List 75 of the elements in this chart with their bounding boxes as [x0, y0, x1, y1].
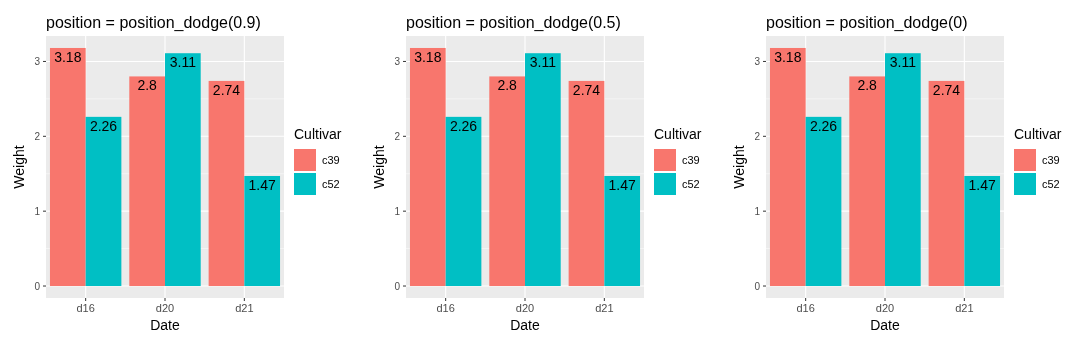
bar: [849, 76, 885, 287]
bar: [568, 80, 605, 287]
data-label: 1.47: [608, 176, 637, 193]
bar: [769, 47, 806, 287]
data-label: 2.74: [932, 81, 961, 98]
data-label: 2.26: [449, 117, 478, 134]
x-tick-label: d16: [436, 302, 455, 314]
y-tick-label: 3: [754, 55, 761, 67]
data-label: 2.74: [572, 81, 601, 98]
x-axis-title: Date: [510, 317, 540, 333]
data-label: 2.8: [857, 77, 878, 94]
bar: [129, 76, 165, 287]
legend-title: Cultivar: [294, 126, 342, 142]
y-tick-label: 3: [394, 55, 401, 67]
y-tick-label: 0: [34, 280, 41, 292]
x-tick-label: d16: [76, 302, 95, 314]
bar: [604, 175, 641, 287]
legend-title: Cultivar: [1014, 126, 1062, 142]
data-label: 3.18: [774, 48, 802, 65]
y-tick-label: 3: [34, 55, 41, 67]
chart-title: position = position_dodge(0.5): [406, 14, 621, 32]
x-axis-title: Date: [150, 317, 180, 333]
y-tick-label: 2: [394, 130, 401, 142]
data-label: 1.47: [248, 176, 277, 193]
bar: [805, 116, 842, 287]
data-label: 3.18: [54, 48, 82, 65]
bar: [489, 76, 525, 287]
y-tick-label: 1: [34, 205, 41, 217]
y-axis-title: Weight: [731, 145, 747, 189]
y-tick-label: 1: [754, 205, 761, 217]
legend-label: c39: [682, 154, 700, 166]
x-tick-label: d20: [875, 302, 895, 314]
y-axis-title: Weight: [371, 145, 387, 189]
bar: [445, 116, 482, 287]
x-axis-title: Date: [870, 317, 900, 333]
bar: [525, 53, 561, 287]
x-tick-label: d21: [595, 302, 614, 314]
data-label: 2.26: [89, 117, 118, 134]
data-label: 3.18: [414, 48, 442, 65]
legend-label: c39: [322, 154, 340, 166]
y-axis-title: Weight: [11, 145, 27, 189]
legend-title: Cultivar: [654, 126, 702, 142]
bar: [208, 80, 245, 287]
data-label: 2.8: [497, 77, 518, 94]
y-tick-label: 1: [394, 205, 401, 217]
bar: [885, 53, 921, 287]
legend-label: c52: [1042, 178, 1060, 190]
bar: [49, 47, 86, 287]
data-label: 1.47: [968, 176, 997, 193]
bar: [964, 175, 1001, 287]
bar: [409, 47, 446, 287]
bar: [85, 116, 122, 287]
legend-label: c39: [1042, 154, 1060, 166]
legend-label: c52: [322, 178, 340, 190]
y-tick-label: 2: [34, 130, 41, 142]
bar: [244, 175, 281, 287]
y-tick-label: 2: [754, 130, 761, 142]
data-label: 2.74: [212, 81, 241, 98]
legend-label: c52: [682, 178, 700, 190]
data-label: 2.8: [137, 77, 158, 94]
data-label: 3.11: [889, 54, 917, 71]
y-tick-label: 0: [754, 280, 761, 292]
x-tick-label: d20: [515, 302, 535, 314]
data-label: 3.11: [169, 54, 197, 71]
x-tick-label: d21: [955, 302, 974, 314]
bar: [928, 80, 965, 287]
chart-title: position = position_dodge(0): [766, 14, 968, 32]
bar: [165, 53, 201, 287]
x-tick-label: d16: [796, 302, 815, 314]
data-label: 3.11: [529, 54, 557, 71]
data-label: 2.26: [809, 117, 838, 134]
y-tick-label: 0: [394, 280, 401, 292]
chart-title: position = position_dodge(0.9): [46, 14, 261, 32]
x-tick-label: d21: [235, 302, 254, 314]
x-tick-label: d20: [155, 302, 175, 314]
